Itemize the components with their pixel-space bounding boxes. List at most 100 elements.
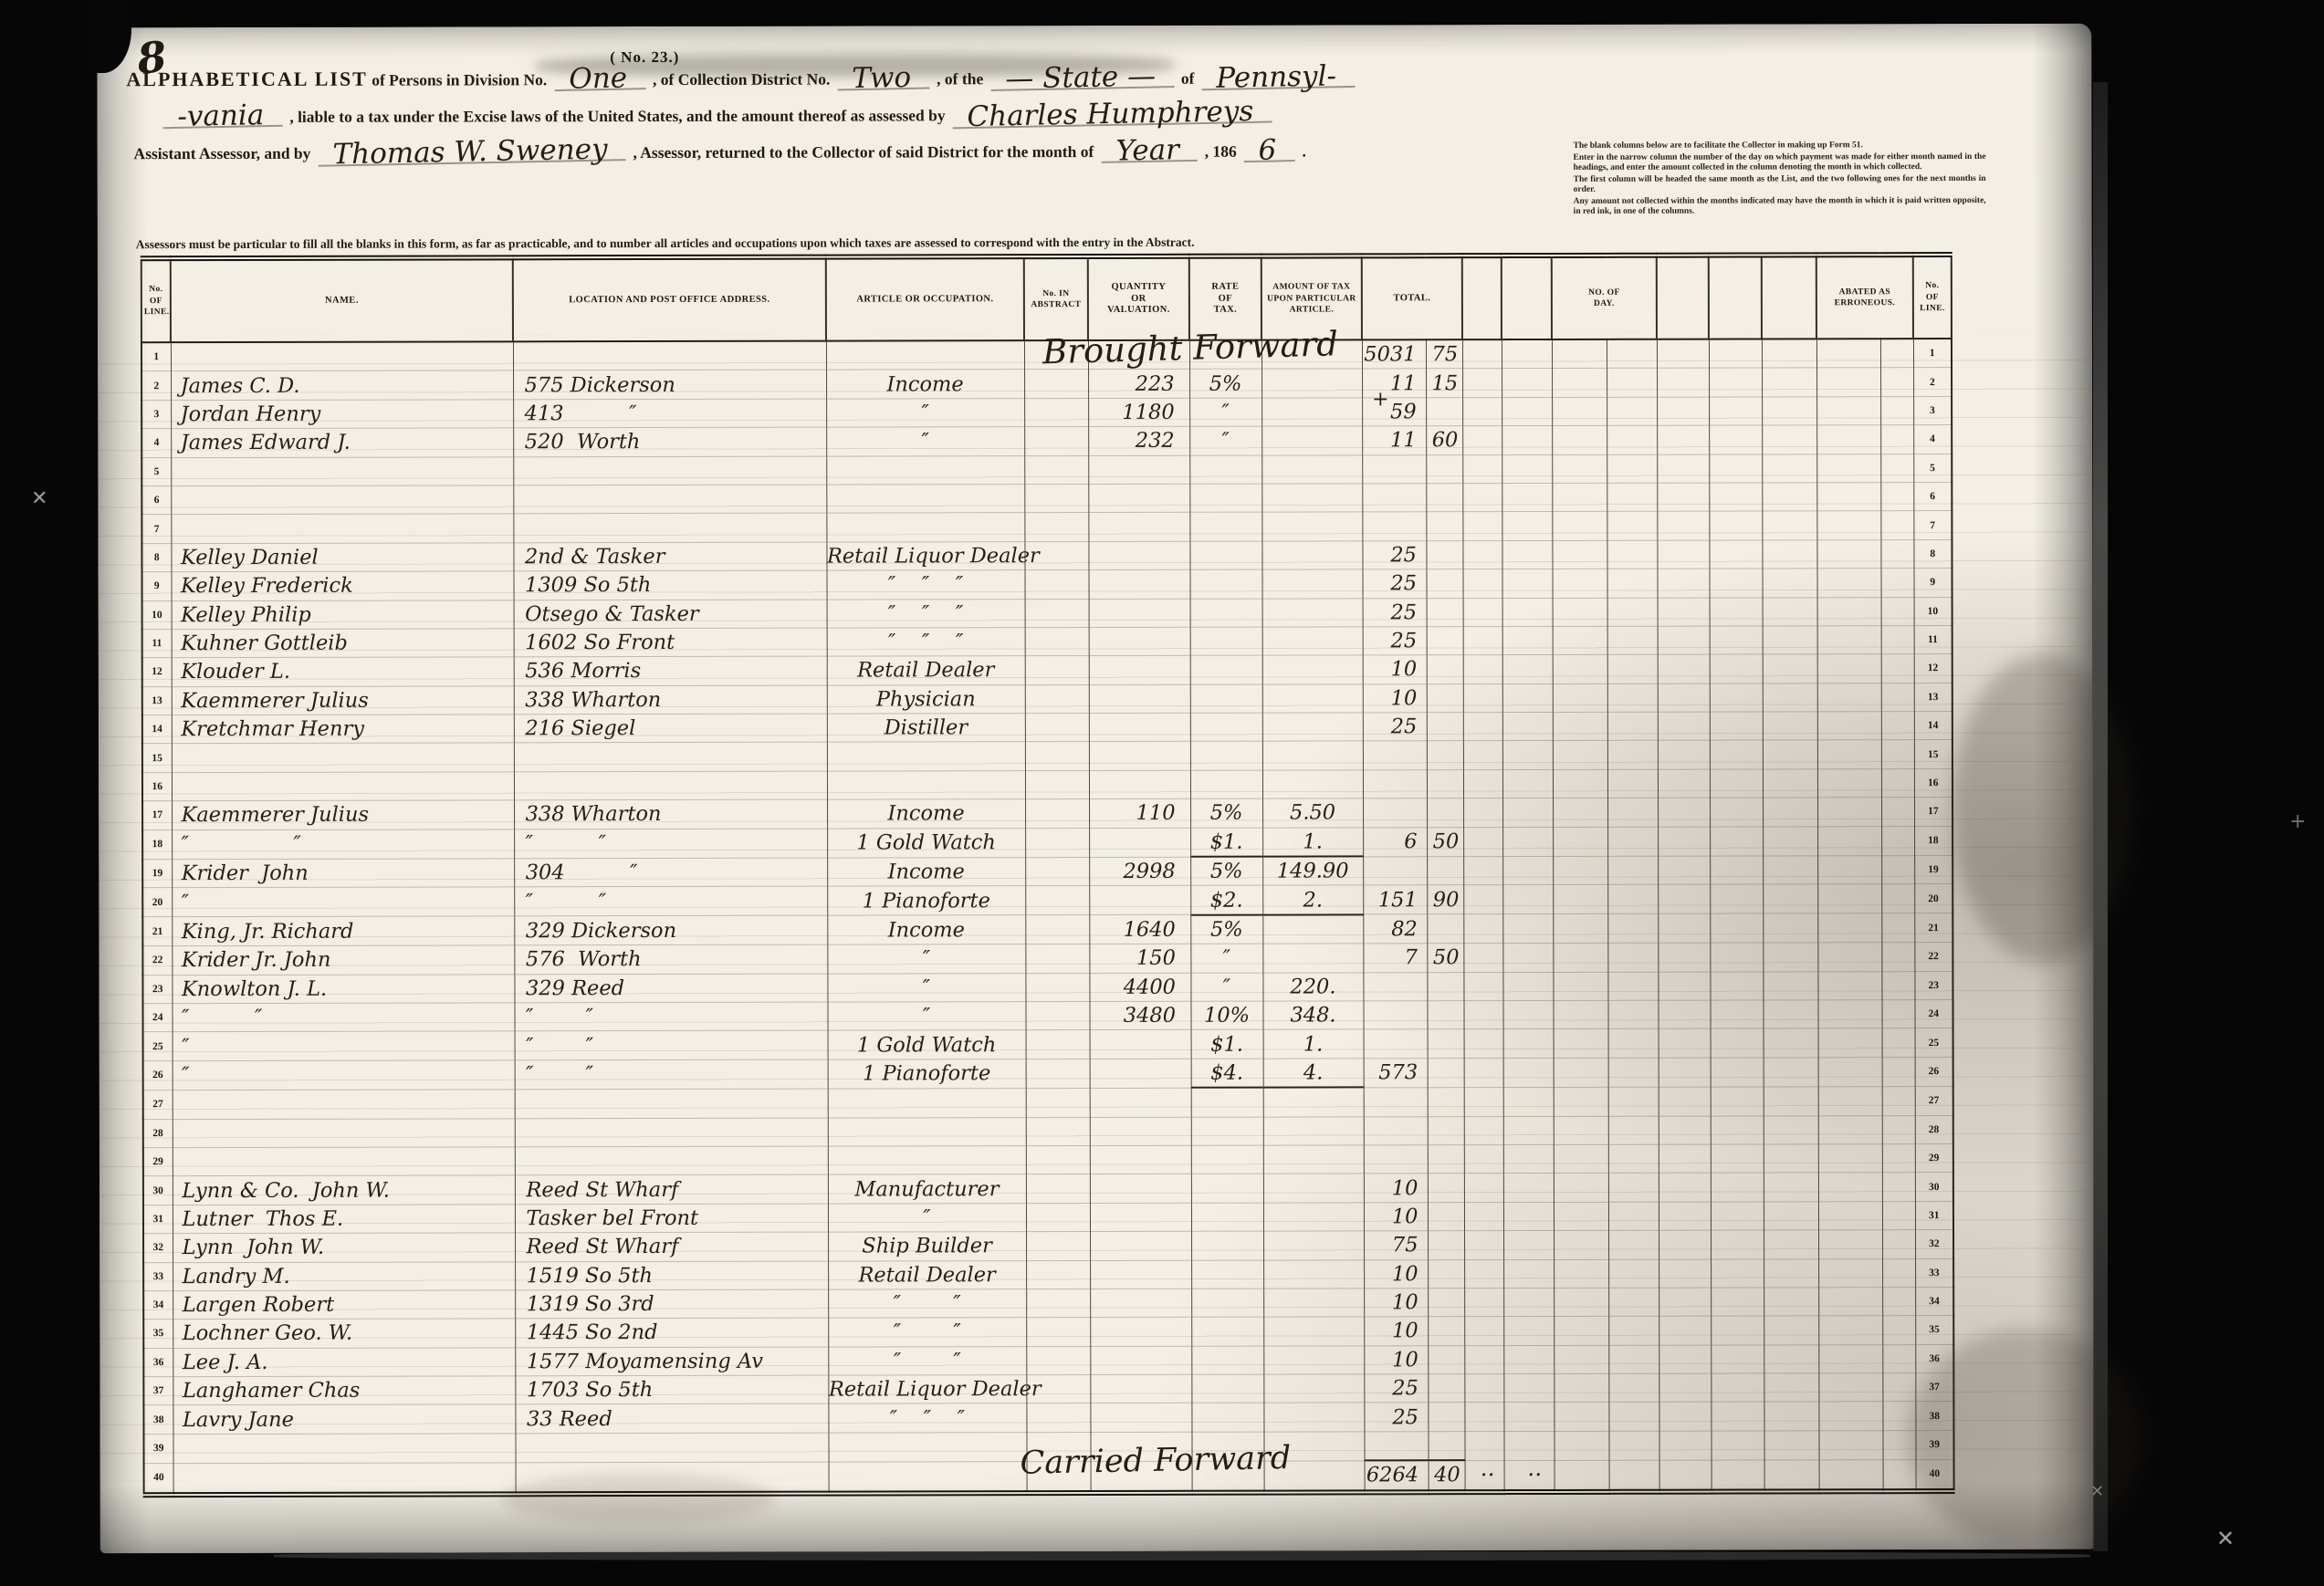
total-cents-cell xyxy=(1427,1000,1464,1030)
rate-cell: 5% xyxy=(1190,856,1263,886)
quantity-cell xyxy=(1090,1374,1192,1403)
line-number-left: 28 xyxy=(142,1119,173,1148)
location-cell xyxy=(514,1117,828,1147)
total-cents-cell xyxy=(1428,1345,1465,1374)
location-cell: ″ ″ xyxy=(514,1002,828,1032)
line-number-left: 11 xyxy=(141,629,172,658)
name-cell xyxy=(171,743,514,773)
collector-blank-cell xyxy=(1608,1402,1659,1432)
location-cell xyxy=(513,485,827,515)
rate-cell xyxy=(1191,1374,1264,1403)
line-number-left: 6 xyxy=(141,485,172,516)
rate-cell xyxy=(1189,598,1262,628)
header-row: No. OF LINE. NAME. LOCATION AND POST OFF… xyxy=(141,255,1952,343)
occupation-cell: ″ ″ ″ xyxy=(828,1403,1027,1433)
collector-instructions: The blank columns below are to facilitat… xyxy=(1574,141,1986,218)
occupation-cell: ″ ″ ″ xyxy=(826,627,1025,657)
line-number-left: 2 xyxy=(141,371,172,401)
rate-cell xyxy=(1191,1259,1264,1289)
rate-cell xyxy=(1191,1317,1264,1346)
total-dollars-cell: 25 xyxy=(1362,540,1427,570)
handwritten-entry: — State — xyxy=(989,59,1175,96)
abstract-cell xyxy=(1025,944,1090,974)
name-cell: ″ xyxy=(172,1059,515,1090)
location-cell: Reed St Wharf xyxy=(514,1174,828,1205)
quantity-cell: 150 xyxy=(1089,944,1191,974)
collector-blank-cell xyxy=(1554,1402,1609,1432)
location-cell: Reed St Wharf xyxy=(515,1232,829,1262)
occupation-cell xyxy=(827,1088,1026,1118)
line-number-right: 34 xyxy=(1915,1287,1954,1316)
collector-blank-cell xyxy=(1762,454,1817,483)
collector-blank-cell xyxy=(1553,855,1608,885)
abated-dollars-cell xyxy=(1818,1229,1883,1259)
total-dollars-cell xyxy=(1362,741,1427,770)
quantity-cell xyxy=(1088,598,1190,628)
name-cell xyxy=(173,1433,516,1464)
collector-blank-cell xyxy=(1762,654,1817,683)
amount-cell xyxy=(1261,426,1363,455)
collector-blank-cell xyxy=(1552,683,1607,713)
total-cents-cell xyxy=(1427,1116,1464,1145)
abstract-cell xyxy=(1024,684,1089,714)
line-number-right: 17 xyxy=(1914,797,1953,827)
quantity-cell xyxy=(1089,1116,1191,1146)
line-number-right: 29 xyxy=(1914,1143,1953,1173)
collector-blank-cell xyxy=(1502,511,1553,541)
header-blank xyxy=(1501,255,1552,340)
abated-cents-cell xyxy=(1880,740,1914,769)
rate-cell: $4. xyxy=(1190,1058,1263,1088)
occupation-cell: Distiller xyxy=(826,713,1025,743)
abated-cents-cell xyxy=(1879,339,1914,369)
collector-blank-cell xyxy=(1607,683,1658,713)
occupation-cell xyxy=(826,742,1025,771)
total-cents-cell xyxy=(1427,1144,1464,1174)
name-cell: Kelley Philip xyxy=(171,600,514,630)
collector-blank-cell xyxy=(1464,1288,1504,1317)
occupation-cell: ″ ″ xyxy=(828,1346,1027,1376)
collector-blank-cell xyxy=(1608,1459,1659,1492)
collector-blank-cell xyxy=(1502,827,1554,857)
table-row: 15 15 xyxy=(141,740,1952,773)
total-cents-cell xyxy=(1428,1316,1465,1346)
collector-blank-cell xyxy=(1553,826,1608,856)
name-cell: Krider Jr. John xyxy=(172,945,515,976)
collector-blank-cell xyxy=(1552,626,1607,655)
abated-cents-cell xyxy=(1881,1143,1915,1174)
occupation-cell: ″ xyxy=(826,398,1025,428)
line-number-left: 31 xyxy=(142,1205,173,1234)
abstract-cell xyxy=(1025,885,1090,915)
occupation-cell: ″ xyxy=(826,426,1025,456)
table-row: 4 James Edward J. 520 Worth ″ 232 ″ 11 60 4 xyxy=(141,424,1952,458)
collector-blank-cell xyxy=(1658,1115,1711,1145)
abated-dollars-cell xyxy=(1816,424,1881,454)
collector-blank-cell xyxy=(1607,826,1659,856)
abated-cents-cell xyxy=(1881,1086,1915,1116)
collector-blank-cell xyxy=(1607,1057,1659,1087)
total-dollars-cell: 82 xyxy=(1363,914,1428,944)
brought-forward-note: Brought Forward xyxy=(1042,324,1339,372)
line-number-left: 26 xyxy=(142,1060,173,1090)
collector-blank-cell xyxy=(1710,913,1764,944)
location-cell: 1519 So 5th xyxy=(515,1260,829,1290)
total-dollars-cell: 151 xyxy=(1363,885,1428,915)
name-cell: Kuhner Gottleib xyxy=(171,628,514,658)
collector-blank-cell xyxy=(1502,798,1554,828)
collector-blank-cell xyxy=(1462,626,1502,655)
collector-blank-cell xyxy=(1551,339,1607,369)
quantity-cell xyxy=(1089,1029,1191,1059)
collector-blank-cell xyxy=(1553,1028,1608,1059)
line-number-left: 13 xyxy=(141,686,172,715)
table-row: 2 James C. D. 575 Dickerson Income 223 5% 11 15… xyxy=(141,367,1952,401)
collector-blank-cell xyxy=(1503,1345,1555,1374)
name-cell: Landry M. xyxy=(173,1261,516,1291)
abated-cents-cell xyxy=(1880,424,1914,454)
table-row: 10 Kelley Philip Otsego & Tasker ″ ″ ″ 25 10 xyxy=(141,597,1952,630)
collector-blank-cell xyxy=(1553,1058,1608,1088)
line-number-right: 39 xyxy=(1915,1430,1954,1460)
total-cents-cell xyxy=(1426,712,1463,742)
collector-blank-cell xyxy=(1553,1115,1608,1145)
printed-text: ALPHABETICAL LIST xyxy=(126,67,368,91)
line-number-right: 11 xyxy=(1913,625,1952,654)
amount-cell xyxy=(1261,369,1363,398)
